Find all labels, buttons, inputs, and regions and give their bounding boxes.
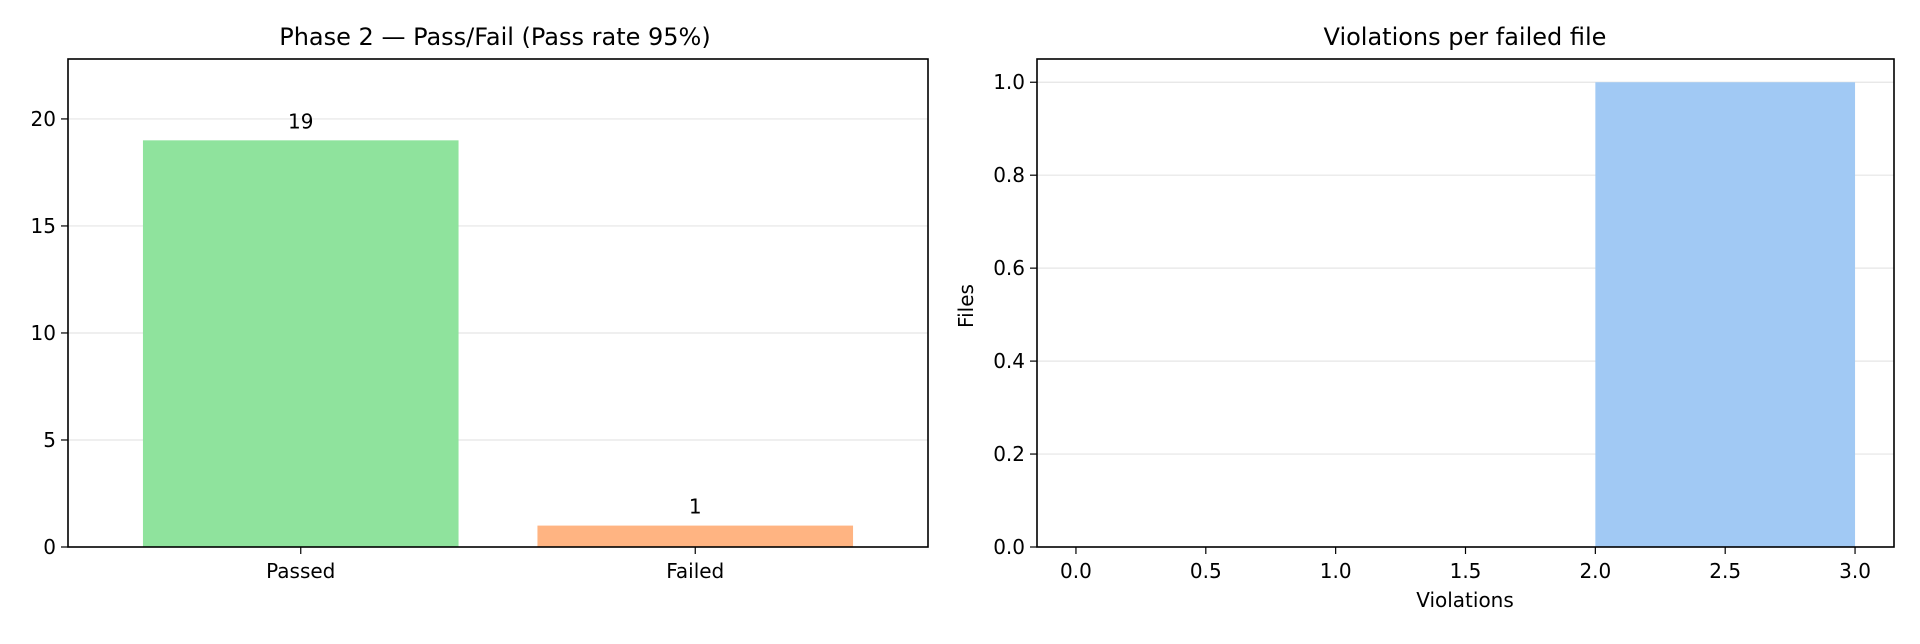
violations-histogram: Violations per failed file 0.0 0.2 0.4 0.6 0…	[954, 23, 1895, 612]
x-tick-label: 1.0	[1320, 559, 1352, 583]
bar-failed	[537, 525, 854, 547]
y-tick-label: 15	[31, 214, 56, 238]
x-tick-label: 0.0	[1060, 559, 1092, 583]
violations-ylabel: Files	[954, 284, 978, 328]
y-tick-label: 0.8	[993, 163, 1025, 187]
x-tick-label: 3.0	[1839, 559, 1871, 583]
pass-fail-chart: Phase 2 — Pass/Fail (Pass rate 95%) 191 …	[31, 23, 929, 583]
x-tick-label: 2.0	[1579, 559, 1611, 583]
violations-title: Violations per failed file	[1324, 23, 1607, 51]
violations-plot-frame	[1036, 58, 1895, 548]
x-tick-label: 2.5	[1709, 559, 1741, 583]
y-tick-label: 0.4	[993, 349, 1025, 373]
y-tick-label: 10	[31, 321, 56, 345]
x-tick-label: 0.5	[1190, 559, 1222, 583]
x-tick-label: 1.5	[1450, 559, 1482, 583]
y-tick-label: 1.0	[993, 70, 1025, 94]
histogram-bar	[1595, 82, 1856, 547]
bar-value-label: 19	[288, 109, 313, 133]
pass-fail-plot-frame	[67, 58, 929, 548]
y-tick-label: 0.2	[993, 442, 1025, 466]
y-tick-label: 0.6	[993, 256, 1025, 280]
y-tick-label: 20	[31, 107, 56, 131]
bar-passed	[142, 140, 459, 548]
x-tick-label: Failed	[666, 559, 724, 583]
violations-xlabel: Violations	[1416, 588, 1514, 612]
pass-fail-title: Phase 2 — Pass/Fail (Pass rate 95%)	[279, 23, 710, 51]
x-tick-label: Passed	[266, 559, 335, 583]
y-tick-label: 0	[43, 535, 56, 559]
y-tick-label: 0.0	[993, 535, 1025, 559]
y-tick-label: 5	[43, 428, 56, 452]
bar-value-label: 1	[689, 495, 702, 519]
